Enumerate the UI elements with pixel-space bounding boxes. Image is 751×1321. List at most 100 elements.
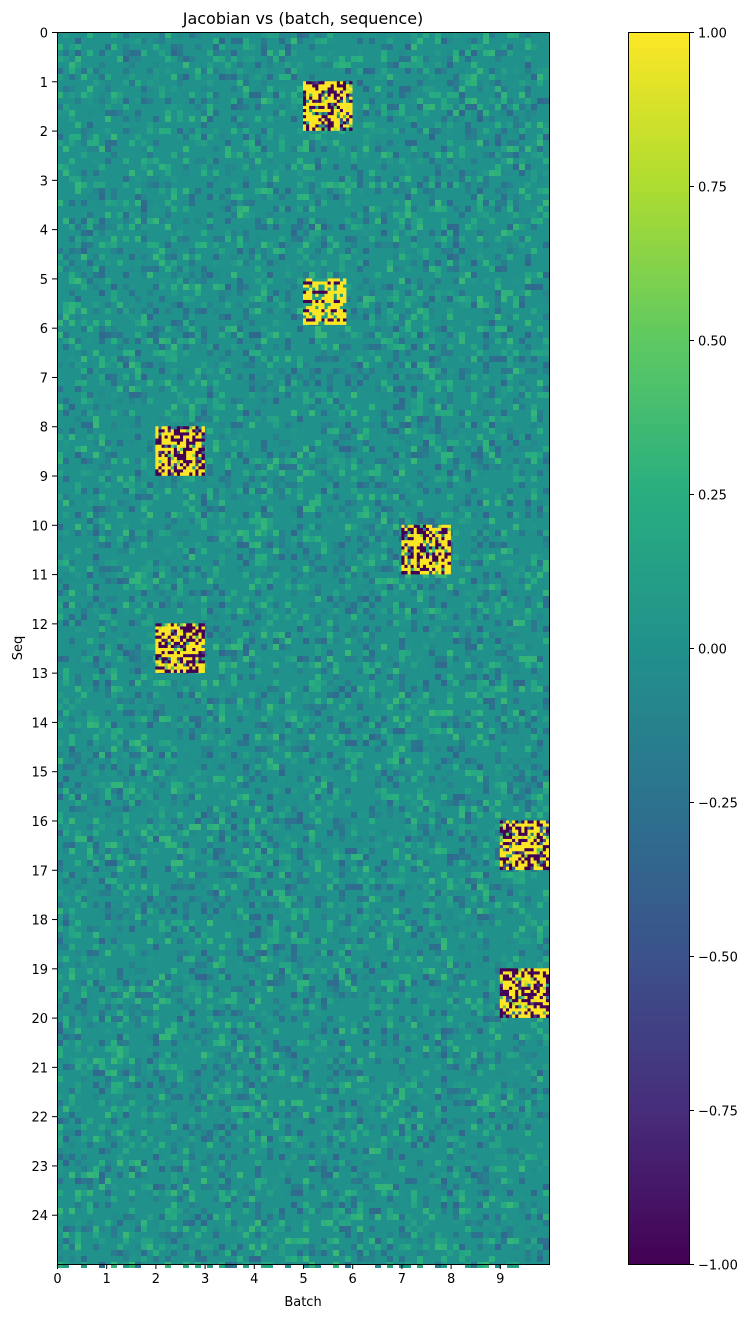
- noise-cell: [483, 200, 489, 206]
- noise-cell: [531, 416, 537, 422]
- noise-cell: [309, 470, 315, 476]
- noise-cell: [405, 188, 411, 194]
- noise-cell: [249, 152, 255, 158]
- noise-cell: [129, 374, 135, 380]
- noise-cell: [171, 476, 177, 482]
- noise-cell: [429, 650, 435, 656]
- noise-cell: [393, 452, 399, 458]
- noise-cell: [459, 332, 465, 338]
- noise-cell: [87, 524, 93, 530]
- noise-cell: [81, 608, 87, 614]
- noise-cell: [105, 464, 111, 470]
- noise-cell: [267, 74, 273, 80]
- noise-cell: [159, 566, 165, 572]
- noise-cell: [339, 728, 345, 734]
- noise-cell: [183, 320, 189, 326]
- noise-cell: [63, 512, 69, 518]
- noise-cell: [543, 362, 549, 368]
- noise-cell: [159, 254, 165, 260]
- noise-cell: [75, 314, 81, 320]
- noise-cell: [135, 536, 141, 542]
- noise-cell: [201, 686, 207, 692]
- noise-cell: [297, 62, 303, 68]
- noise-cell: [537, 800, 543, 806]
- noise-cell: [309, 182, 315, 188]
- noise-cell: [243, 134, 249, 140]
- noise-cell: [147, 422, 153, 428]
- noise-cell: [495, 194, 501, 200]
- noise-cell: [447, 758, 453, 764]
- noise-cell: [315, 200, 321, 206]
- noise-cell: [177, 590, 183, 596]
- noise-cell: [75, 728, 81, 734]
- noise-cell: [411, 470, 417, 476]
- noise-cell: [339, 332, 345, 338]
- noise-cell: [441, 290, 447, 296]
- noise-cell: [207, 590, 213, 596]
- noise-cell: [519, 404, 525, 410]
- noise-cell: [417, 128, 423, 134]
- noise-cell: [129, 284, 135, 290]
- noise-cell: [327, 692, 333, 698]
- noise-cell: [303, 194, 309, 200]
- noise-cell: [201, 386, 207, 392]
- noise-cell: [447, 92, 453, 98]
- noise-cell: [435, 812, 441, 818]
- noise-cell: [129, 386, 135, 392]
- noise-cell: [501, 542, 507, 548]
- noise-cell: [501, 548, 507, 554]
- noise-cell: [345, 404, 351, 410]
- noise-cell: [279, 470, 285, 476]
- noise-cell: [147, 344, 153, 350]
- noise-cell: [429, 428, 435, 434]
- noise-cell: [237, 338, 243, 344]
- noise-cell: [333, 248, 339, 254]
- noise-cell: [171, 332, 177, 338]
- noise-cell: [69, 200, 75, 206]
- noise-cell: [459, 278, 465, 284]
- noise-cell: [471, 98, 477, 104]
- noise-cell: [267, 656, 273, 662]
- noise-cell: [393, 560, 399, 566]
- noise-cell: [141, 338, 147, 344]
- noise-cell: [351, 710, 357, 716]
- noise-cell: [57, 692, 63, 698]
- noise-cell: [189, 530, 195, 536]
- noise-cell: [141, 440, 147, 446]
- noise-cell: [339, 794, 345, 800]
- noise-cell: [411, 830, 417, 836]
- noise-cell: [393, 692, 399, 698]
- noise-cell: [477, 80, 483, 86]
- noise-cell: [291, 284, 297, 290]
- noise-cell: [189, 692, 195, 698]
- noise-cell: [201, 50, 207, 56]
- noise-cell: [279, 104, 285, 110]
- noise-cell: [357, 530, 363, 536]
- noise-cell: [303, 686, 309, 692]
- noise-cell: [279, 320, 285, 326]
- noise-cell: [261, 290, 267, 296]
- noise-cell: [147, 818, 153, 824]
- noise-cell: [459, 296, 465, 302]
- noise-cell: [225, 230, 231, 236]
- noise-cell: [399, 602, 405, 608]
- noise-cell: [405, 824, 411, 830]
- noise-cell: [87, 98, 93, 104]
- noise-cell: [165, 722, 171, 728]
- noise-cell: [291, 428, 297, 434]
- noise-cell: [453, 656, 459, 662]
- noise-cell: [429, 74, 435, 80]
- noise-cell: [429, 404, 435, 410]
- noise-cell: [261, 530, 267, 536]
- noise-cell: [195, 722, 201, 728]
- noise-cell: [459, 434, 465, 440]
- noise-cell: [201, 566, 207, 572]
- noise-cell: [507, 722, 513, 728]
- noise-cell: [75, 344, 81, 350]
- noise-cell: [207, 626, 213, 632]
- noise-cell: [525, 584, 531, 590]
- noise-cell: [315, 662, 321, 668]
- noise-cell: [381, 566, 387, 572]
- noise-cell: [231, 440, 237, 446]
- noise-cell: [129, 752, 135, 758]
